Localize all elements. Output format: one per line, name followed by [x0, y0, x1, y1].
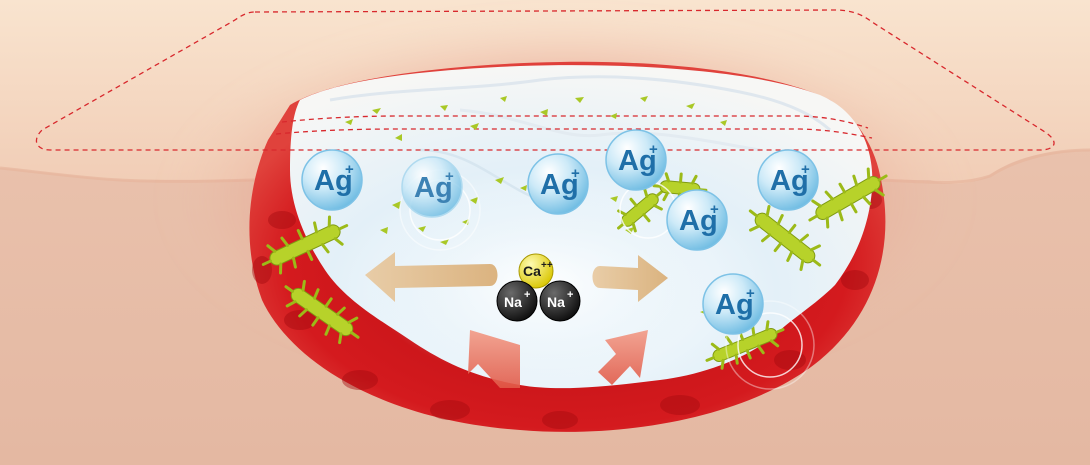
sodium-ion-label: Na	[504, 294, 522, 310]
silver-ion-icon: Ag +	[401, 156, 463, 218]
silver-ion-charge: +	[345, 161, 354, 178]
ion-ripples	[399, 169, 815, 390]
bacteria-icon	[748, 204, 822, 272]
calcium-ion-charge: ++	[541, 260, 553, 271]
silver-ion-label: Ag	[618, 145, 657, 177]
sodium-ion-label: Na	[547, 294, 565, 310]
spread-arrow-icon	[592, 255, 668, 302]
sodium-ion-icon: Na +	[496, 280, 538, 322]
silver-ion-icon: Ag +	[666, 189, 728, 251]
silver-ion-icon: Ag +	[301, 149, 363, 211]
spread-arrow-icon	[365, 252, 498, 302]
silver-ion-label: Ag	[540, 169, 579, 201]
silver-ion-label: Ag	[314, 165, 353, 197]
silver-ion-charge: +	[710, 201, 719, 218]
calcium-ion-label: Ca	[523, 263, 541, 279]
bacteria-icon	[705, 320, 785, 370]
dressing-outline	[35, 9, 1055, 151]
silver-ion-label: Ag	[770, 165, 809, 197]
gel-fold	[329, 75, 832, 132]
sodium-ion-charge: +	[567, 289, 573, 301]
bacteria-icon	[261, 215, 349, 275]
silver-ion-icon: Ag +	[702, 273, 764, 335]
silver-ion-label: Ag	[679, 205, 718, 237]
silver-ion-charge: +	[649, 141, 658, 158]
silver-ion-charge: +	[746, 285, 755, 302]
silver-ion-label: Ag	[414, 172, 453, 204]
gel-fold	[459, 108, 761, 152]
sodium-ion-icon: Na +	[539, 280, 581, 322]
silver-ion-charge: +	[445, 168, 454, 185]
silver-ion-icon: Ag +	[757, 149, 819, 211]
silver-ion-charge: +	[801, 161, 810, 178]
calcium-ion-icon: Ca ++	[518, 253, 554, 289]
sodium-ion-charge: +	[524, 289, 530, 301]
absorption-arrow-icon	[598, 330, 648, 385]
bacteria-icon	[808, 167, 888, 229]
silver-ion-charge: +	[571, 165, 580, 182]
silver-ion-label: Ag	[715, 289, 754, 321]
silver-ion-icon: Ag +	[527, 153, 589, 215]
bacteria-group	[261, 167, 888, 370]
absorption-arrow-icon	[468, 330, 520, 388]
dressing-absorption-line	[281, 115, 869, 129]
bacteria-icon	[284, 279, 360, 345]
silver-ion-icon: Ag +	[605, 129, 667, 191]
